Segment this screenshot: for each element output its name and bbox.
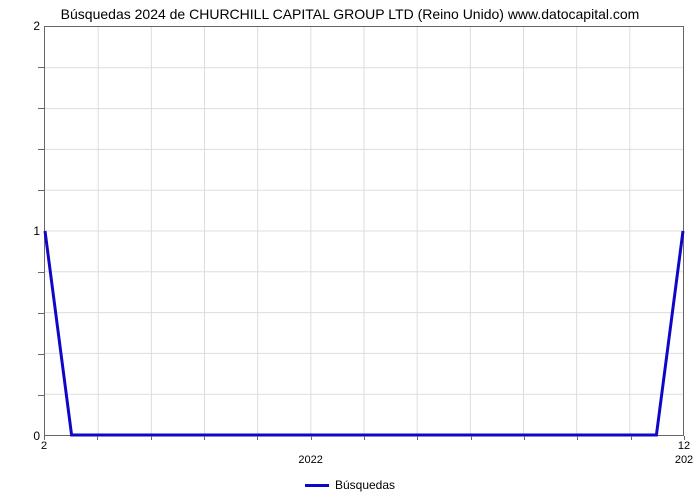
x-tick-label: 2: [41, 440, 47, 452]
y-minor-tick: [38, 108, 44, 109]
x-minor-tick: [97, 436, 98, 440]
legend-swatch: [305, 484, 329, 487]
legend-label: Búsquedas: [335, 478, 395, 492]
x-minor-tick: [151, 436, 152, 440]
y-minor-tick: [38, 149, 44, 150]
y-tick-label: 1: [33, 224, 40, 238]
legend: Búsquedas: [0, 478, 700, 492]
x-minor-tick: [257, 436, 258, 440]
y-minor-tick: [38, 354, 44, 355]
y-minor-tick: [38, 272, 44, 273]
x-tick-label-secondary: 2022: [298, 454, 322, 466]
line-plot-svg: [45, 27, 683, 435]
x-tick-label-secondary: 202: [675, 454, 693, 466]
y-minor-tick: [38, 395, 44, 396]
x-minor-tick: [524, 436, 525, 440]
y-minor-tick: [38, 313, 44, 314]
y-tick-label: 0: [33, 429, 40, 443]
x-tick-label: 12: [678, 440, 690, 452]
chart-container: { "chart": { "type": "line", "title": "B…: [0, 0, 700, 500]
x-minor-tick: [364, 436, 365, 440]
x-minor-tick: [311, 436, 312, 440]
x-minor-tick: [204, 436, 205, 440]
y-tick-label: 2: [33, 19, 40, 33]
plot-area: [44, 26, 684, 436]
y-minor-tick: [38, 67, 44, 68]
y-minor-tick: [38, 190, 44, 191]
x-minor-tick: [471, 436, 472, 440]
x-minor-tick: [631, 436, 632, 440]
x-minor-tick: [417, 436, 418, 440]
x-minor-tick: [577, 436, 578, 440]
chart-title: Búsquedas 2024 de CHURCHILL CAPITAL GROU…: [0, 6, 700, 22]
